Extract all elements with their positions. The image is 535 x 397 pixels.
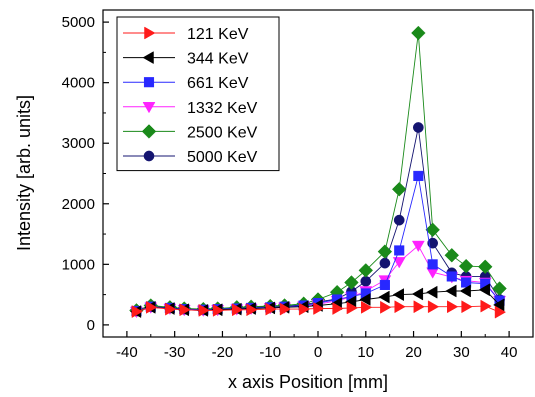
y-tick-label: 2000 [62, 196, 95, 213]
legend-marker-344-kev [142, 51, 154, 65]
legend-marker-1332-kev [142, 102, 156, 114]
data-point-2500-kev [344, 275, 359, 290]
legend-label: 661 KeV [187, 75, 249, 92]
legend-item-121-kev: 121 KeV [123, 26, 249, 43]
series-line-661-kev [136, 175, 500, 312]
data-point-661-kev [446, 271, 457, 282]
legend-label: 1332 KeV [187, 100, 258, 117]
x-axis-title: x axis Position [mm] [228, 372, 388, 392]
x-tick-label: 20 [405, 344, 422, 361]
data-point-5000-kev [360, 275, 372, 287]
data-point-121-kev [346, 301, 358, 315]
data-point-2500-kev [411, 25, 426, 41]
data-point-344-kev [459, 284, 471, 298]
legend: 121 KeV 344 KeV 661 KeV 1332 KeV 2500 KeV 500… [116, 16, 280, 172]
data-point-344-kev [445, 284, 457, 298]
legend-item-5000-kev: 5000 KeV [123, 149, 258, 166]
data-point-344-kev [359, 293, 371, 306]
x-tick-label: 40 [501, 344, 518, 361]
data-point-121-kev [179, 303, 191, 317]
data-point-2500-kev [444, 247, 460, 263]
data-point-1332-kev [392, 257, 406, 269]
legend-box [116, 16, 280, 172]
data-point-121-kev [427, 300, 440, 314]
data-point-121-kev [480, 299, 492, 313]
data-point-121-kev [279, 302, 292, 316]
data-point-2500-kev [458, 258, 474, 274]
data-point-121-kev [131, 305, 143, 318]
data-point-121-kev [494, 305, 507, 319]
data-point-344-kev [378, 290, 390, 304]
data-point-121-kev [298, 302, 311, 316]
legend-marker-661-kev [143, 77, 155, 88]
x-tick-label: -30 [164, 344, 186, 361]
data-point-2500-kev [358, 263, 374, 278]
legend-label: 2500 KeV [187, 124, 258, 141]
legend-item-1332-kev: 1332 KeV [123, 100, 258, 117]
data-point-661-kev [379, 279, 390, 290]
data-point-344-kev [411, 287, 424, 301]
data-point-2500-kev [492, 281, 507, 296]
legend-label: 121 KeV [187, 26, 249, 43]
data-point-2500-kev [377, 244, 393, 259]
data-point-121-kev [380, 300, 392, 314]
x-tick-label: 30 [453, 344, 470, 361]
data-point-121-kev [413, 300, 425, 314]
data-point-121-kev [212, 303, 225, 317]
x-tick-label: 10 [357, 344, 374, 361]
legend-marker-5000-kev [143, 150, 155, 162]
data-point-661-kev [394, 245, 405, 256]
legend-item-661-kev: 661 KeV [123, 75, 249, 92]
data-point-661-kev [427, 259, 438, 270]
y-tick-label: 1000 [62, 256, 95, 273]
chart-marks [129, 25, 507, 319]
x-tick-label: -20 [212, 344, 234, 361]
y-tick-label: 0 [87, 317, 95, 334]
legend-label: 344 KeV [187, 51, 249, 68]
data-point-344-kev [392, 288, 404, 302]
data-point-121-kev [361, 300, 373, 314]
data-point-121-kev [198, 303, 210, 317]
x-tick-label: 0 [314, 344, 322, 361]
data-point-661-kev [413, 170, 424, 181]
data-point-121-kev [313, 302, 325, 315]
legend-item-344-kev: 344 KeV [123, 51, 249, 68]
legend-item-2500-kev: 2500 KeV [123, 124, 258, 141]
x-tick-label: -40 [116, 344, 138, 361]
data-point-121-kev [332, 302, 344, 315]
data-point-5000-kev [393, 214, 405, 226]
data-point-2500-kev [477, 259, 493, 275]
data-point-121-kev [146, 300, 158, 314]
data-point-2500-kev [391, 181, 407, 197]
data-point-344-kev [426, 285, 438, 299]
data-point-121-kev [461, 300, 473, 314]
data-point-121-kev [265, 302, 277, 316]
data-point-121-kev [394, 300, 406, 314]
y-tick-label: 3000 [62, 135, 95, 152]
legend-marker-2500-kev [141, 124, 157, 139]
data-point-344-kev [478, 283, 490, 297]
data-point-1332-kev [411, 240, 425, 253]
data-point-121-kev [165, 302, 177, 316]
y-tick-label: 4000 [62, 75, 95, 92]
data-point-344-kev [493, 298, 505, 312]
data-point-121-kev [232, 303, 244, 317]
data-point-5000-kev [379, 257, 391, 269]
legend-marker-121-kev [144, 26, 156, 40]
axis-ticks: -40 -30 -20 -10 0 10 20 30 40 0 1000 2000 3000 4000 50… [62, 14, 518, 361]
x-tick-label: -10 [259, 344, 281, 361]
y-axis-title: Intensity [arb. units] [14, 95, 34, 251]
data-point-2500-kev [425, 222, 440, 238]
data-point-121-kev [447, 300, 459, 314]
data-point-5000-kev [412, 122, 424, 133]
legend-label: 5000 KeV [187, 149, 258, 166]
y-tick-label: 5000 [62, 14, 95, 31]
data-point-121-kev [246, 303, 258, 317]
series-121-kev [131, 299, 507, 319]
